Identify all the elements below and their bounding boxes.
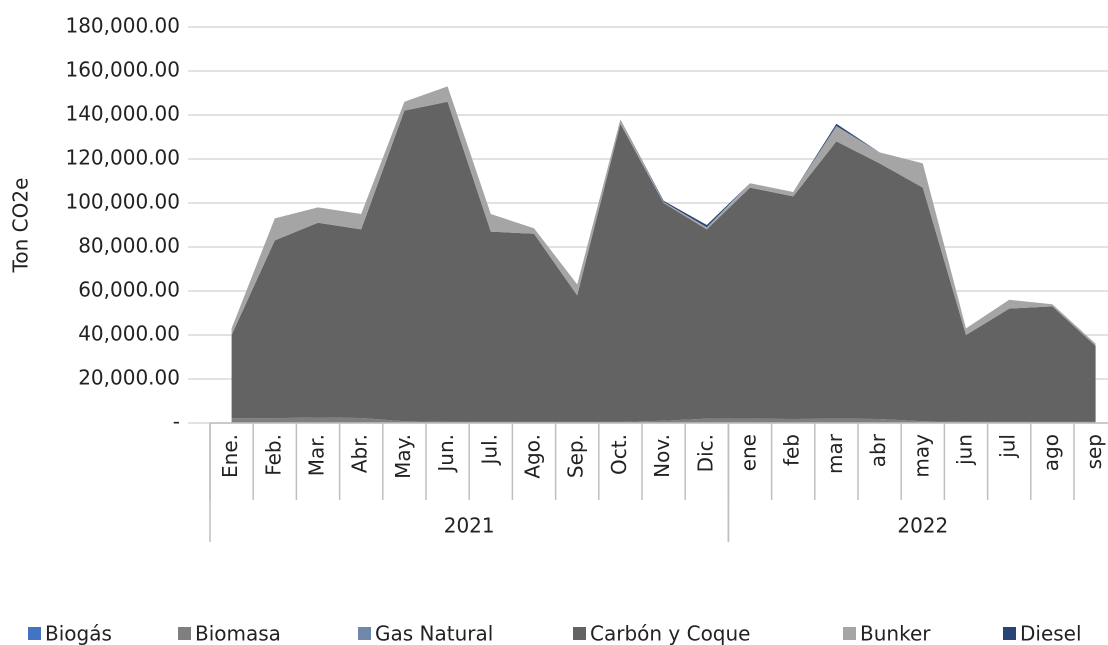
x-tick-label: Ago. (521, 434, 545, 479)
legend-label: Carbón y Coque (590, 622, 750, 645)
x-tick-label: Ene. (218, 434, 242, 478)
x-tick-label: mar (823, 433, 847, 474)
legend-swatch (1003, 627, 1016, 640)
legend-swatch (28, 627, 41, 640)
legend-label: Diesel (1020, 622, 1082, 645)
legend-label: Gas Natural (375, 622, 493, 645)
y-tick-label: 40,000.00 (78, 322, 180, 346)
y-tick-label: 140,000.00 (65, 102, 180, 126)
x-tick-label: May. (391, 434, 415, 479)
y-tick-label: - (173, 410, 180, 434)
y-tick-label: 100,000.00 (65, 190, 180, 214)
x-tick-label: Nov. (650, 434, 674, 478)
legend-swatch (358, 627, 371, 640)
y-tick-label: 20,000.00 (78, 366, 180, 390)
group-label: 2022 (897, 514, 948, 538)
x-tick-label: Oct. (607, 434, 631, 475)
y-tick-label: 80,000.00 (78, 234, 180, 258)
y-tick-label: 160,000.00 (65, 58, 180, 82)
legend-label: Bunker (860, 622, 931, 645)
x-tick-label: jul (996, 434, 1020, 459)
legend-swatch (178, 627, 191, 640)
area (231, 101, 1096, 422)
x-tick-label: Jun. (434, 434, 458, 474)
y-tick-label: 60,000.00 (78, 278, 180, 302)
legend-label: Biogás (45, 622, 112, 645)
x-tick-label: Dic. (693, 434, 717, 472)
x-tick-label: ene (737, 434, 761, 471)
x-tick-label: Jul. (477, 434, 501, 467)
x-tick-label: Mar. (305, 434, 329, 476)
x-tick-label: ago (1039, 434, 1063, 471)
y-tick-label: 120,000.00 (65, 146, 180, 170)
x-tick-label: feb (780, 434, 804, 466)
x-tick-label: jun (953, 434, 977, 466)
y-axis-label: Ton CO2e (9, 178, 33, 274)
area (231, 417, 1096, 423)
legend-label: Biomasa (195, 622, 281, 645)
x-tick-label: Feb. (261, 434, 285, 476)
group-label: 2021 (444, 514, 495, 538)
legend-swatch (843, 627, 856, 640)
x-tick-label: abr (866, 433, 890, 467)
y-tick-label: 180,000.00 (65, 14, 180, 38)
x-tick-label: sep (1082, 434, 1106, 469)
x-tick-label: Abr. (348, 434, 372, 473)
legend-swatch (573, 627, 586, 640)
x-tick-label: Sep. (564, 434, 588, 478)
x-tick-label: may (909, 434, 933, 478)
